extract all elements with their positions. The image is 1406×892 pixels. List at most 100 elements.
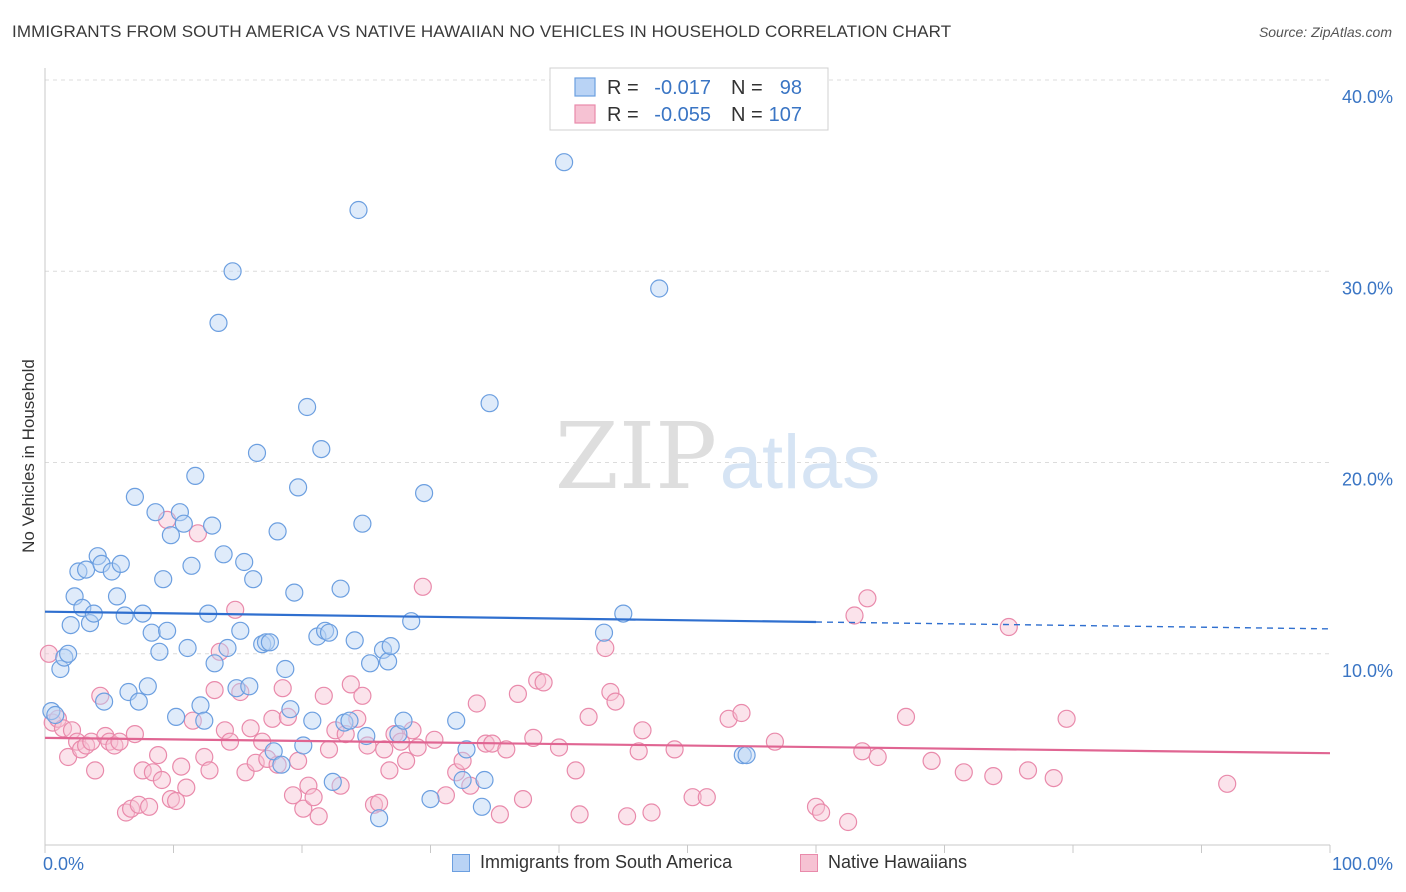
- data-point: [806, 797, 826, 816]
- data-point: [94, 692, 114, 711]
- data-point: [218, 638, 237, 658]
- trend-line-solid: [44, 610, 817, 624]
- data-point: [1018, 761, 1038, 780]
- chart-title: IMMIGRANTS FROM SOUTH AMERICA VS NATIVE …: [12, 22, 952, 41]
- data-point: [838, 812, 858, 832]
- data-point: [896, 707, 916, 727]
- watermark: ZIP atlas: [555, 403, 880, 510]
- data-point: [167, 707, 186, 727]
- data-point: [331, 579, 350, 598]
- data-point: [353, 686, 372, 705]
- data-point: [186, 466, 205, 485]
- data-point: [92, 554, 111, 574]
- data-point: [146, 503, 165, 522]
- data-point: [508, 684, 528, 704]
- data-point: [260, 633, 279, 652]
- data-point: [111, 554, 130, 574]
- watermark-atlas: atlas: [720, 420, 881, 505]
- trend-lines: [44, 610, 1331, 755]
- y-tick-label: 10.0%: [1342, 661, 1393, 681]
- data-point: [235, 552, 254, 572]
- data-point: [174, 514, 193, 533]
- data-point: [323, 772, 342, 792]
- data-point: [447, 711, 466, 730]
- data-point: [380, 761, 399, 780]
- data-point: [195, 711, 214, 730]
- data-point: [436, 786, 455, 805]
- data-point: [683, 788, 702, 807]
- data-point: [84, 604, 103, 623]
- data-point: [289, 751, 308, 771]
- data-point: [161, 526, 180, 545]
- data-point: [596, 638, 615, 658]
- data-point: [361, 654, 380, 673]
- data-point: [336, 724, 355, 744]
- data-point: [272, 755, 291, 774]
- data-point: [264, 742, 283, 761]
- legend-label-native-hawaiians: Native Hawaiians: [828, 852, 968, 872]
- data-point: [240, 677, 259, 696]
- data-point: [345, 631, 364, 650]
- data-point: [513, 789, 533, 809]
- data-point: [413, 577, 432, 596]
- data-point: [256, 633, 276, 652]
- data-point: [191, 696, 210, 715]
- legend-r-value: -0.055: [654, 104, 711, 126]
- legend-label-immigrants: Immigrants from South America: [480, 852, 733, 872]
- data-point: [281, 700, 300, 719]
- data-point: [999, 617, 1018, 637]
- data-point: [1057, 709, 1076, 728]
- data-point: [268, 522, 287, 541]
- data-point: [606, 692, 625, 711]
- data-point: [697, 788, 716, 807]
- legend-r-label: R =: [607, 104, 639, 126]
- legend-n-value: 107: [769, 104, 802, 126]
- x-tick-label: 100.0%: [1332, 854, 1393, 874]
- data-point: [534, 673, 553, 692]
- data-point: [61, 615, 80, 635]
- data-point: [353, 514, 372, 533]
- data-point: [319, 623, 339, 642]
- data-point: [200, 761, 219, 780]
- legend-top: R = -0.017 N = 98 R = -0.055 N = 107: [549, 67, 829, 131]
- legend-item-native-hawaiians: Native Hawaiians: [800, 852, 967, 873]
- legend-bottom: Immigrants from South America Native Haw…: [0, 852, 1406, 878]
- legend-swatch-blue: [452, 853, 470, 872]
- y-tick-label: 40.0%: [1342, 87, 1393, 107]
- data-point: [737, 745, 756, 765]
- legend-top-swatch: [574, 77, 596, 97]
- data-point: [85, 761, 105, 780]
- data-point: [845, 606, 864, 625]
- data-point: [246, 753, 265, 772]
- data-point: [453, 770, 472, 790]
- data-point: [142, 623, 161, 642]
- data-point: [76, 560, 96, 579]
- data-point: [629, 742, 648, 761]
- data-point: [370, 793, 389, 813]
- data-point: [304, 788, 323, 807]
- data-point: [188, 524, 207, 543]
- data-point: [149, 745, 168, 765]
- data-point: [853, 742, 872, 761]
- data-point: [51, 659, 70, 679]
- data-point: [665, 740, 684, 759]
- data-point: [247, 443, 267, 462]
- data-point: [195, 747, 214, 767]
- data-point: [642, 803, 661, 822]
- data-point: [110, 732, 129, 751]
- data-point: [528, 671, 547, 690]
- data-point: [633, 721, 652, 740]
- data-point: [140, 797, 159, 816]
- data-point: [394, 711, 413, 730]
- series-immigrants-south-america: [42, 153, 756, 828]
- data-point: [158, 621, 177, 640]
- data-point: [214, 545, 233, 564]
- data-point: [954, 763, 973, 782]
- data-point: [475, 770, 494, 790]
- data-point: [268, 755, 287, 774]
- watermark-zip: ZIP: [555, 403, 717, 510]
- data-point: [299, 776, 318, 795]
- data-point: [244, 570, 263, 589]
- data-point: [294, 736, 313, 755]
